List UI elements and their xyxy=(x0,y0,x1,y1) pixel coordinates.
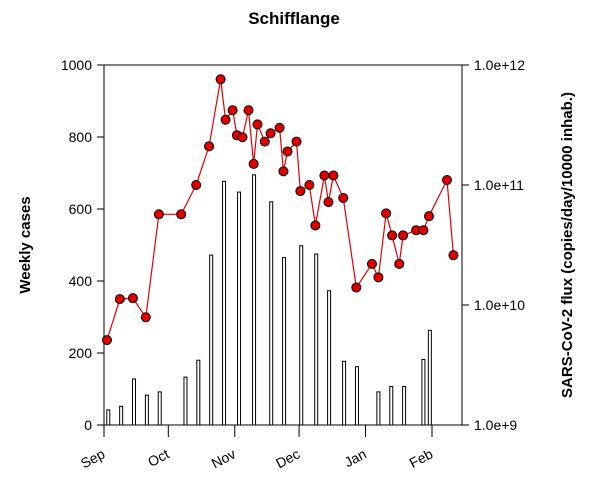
y2-tick-label: 1.0e+10 xyxy=(474,297,525,313)
y2-tick-label: 1.0e+9 xyxy=(474,417,517,433)
bar xyxy=(421,358,426,426)
x-tick-label: Jan xyxy=(341,446,368,471)
bar xyxy=(427,329,432,426)
point xyxy=(295,186,306,197)
point xyxy=(265,128,276,139)
point xyxy=(441,175,452,186)
point xyxy=(351,282,362,293)
point xyxy=(191,180,202,190)
bar xyxy=(237,191,242,426)
bar xyxy=(119,405,124,426)
y-tick-label: 1000 xyxy=(61,57,92,73)
point xyxy=(319,170,330,181)
point xyxy=(237,132,248,143)
bar xyxy=(376,391,381,426)
point xyxy=(387,230,398,241)
bar xyxy=(183,376,188,426)
point xyxy=(274,122,285,133)
point xyxy=(220,114,231,125)
point xyxy=(394,258,405,269)
bar xyxy=(157,391,162,426)
y-axis-title: Weekly cases xyxy=(17,196,34,293)
point xyxy=(291,136,302,147)
y-tick-label: 200 xyxy=(69,345,93,361)
point xyxy=(140,312,151,323)
x-tick-label: Feb xyxy=(407,445,436,471)
point xyxy=(176,209,187,220)
x-tick-label: Dec xyxy=(273,446,303,472)
x-tick-label: Nov xyxy=(209,446,239,472)
point xyxy=(304,180,315,190)
bar xyxy=(402,385,407,426)
bar xyxy=(144,394,149,426)
bar xyxy=(299,245,304,426)
point xyxy=(398,230,409,241)
point xyxy=(381,208,392,219)
point xyxy=(127,293,138,304)
point xyxy=(278,166,289,177)
y2-tick-label: 1.0e+11 xyxy=(474,177,524,193)
point xyxy=(323,197,334,208)
point xyxy=(310,220,321,231)
point xyxy=(252,119,263,130)
bar xyxy=(222,180,227,426)
y-tick-label: 600 xyxy=(69,201,93,217)
bar xyxy=(196,359,201,426)
bar xyxy=(132,378,137,426)
y-tick-label: 0 xyxy=(84,417,92,433)
point xyxy=(114,294,125,305)
point xyxy=(366,258,377,269)
point xyxy=(204,141,215,152)
point xyxy=(282,146,293,157)
point xyxy=(373,272,384,283)
x-tick-label: Sep xyxy=(78,445,108,471)
point xyxy=(418,225,429,236)
chart-title: Schifflange xyxy=(248,9,340,28)
bar xyxy=(252,174,257,426)
point xyxy=(423,211,434,222)
y-tick-label: 400 xyxy=(69,273,93,289)
point xyxy=(102,335,113,346)
point xyxy=(227,105,238,116)
x-tick-label: Oct xyxy=(145,445,172,469)
bar xyxy=(314,253,319,426)
bar xyxy=(269,201,274,426)
point xyxy=(243,105,254,116)
bar xyxy=(106,409,111,426)
point xyxy=(338,192,349,203)
bar xyxy=(282,257,287,426)
y2-tick-label: 1.0e+12 xyxy=(474,57,525,73)
point xyxy=(328,170,339,181)
bar xyxy=(342,360,347,426)
bar xyxy=(327,290,332,426)
y-tick-label: 800 xyxy=(69,129,93,145)
point xyxy=(448,250,459,261)
bar xyxy=(354,366,359,426)
bar xyxy=(209,254,214,426)
point xyxy=(153,209,164,220)
point xyxy=(215,74,226,85)
bar xyxy=(389,385,394,426)
point xyxy=(259,136,270,147)
y2-axis-title: SARS-CoV-2 flux (copies/day/10000 inhab.… xyxy=(559,92,576,398)
point xyxy=(248,158,259,169)
